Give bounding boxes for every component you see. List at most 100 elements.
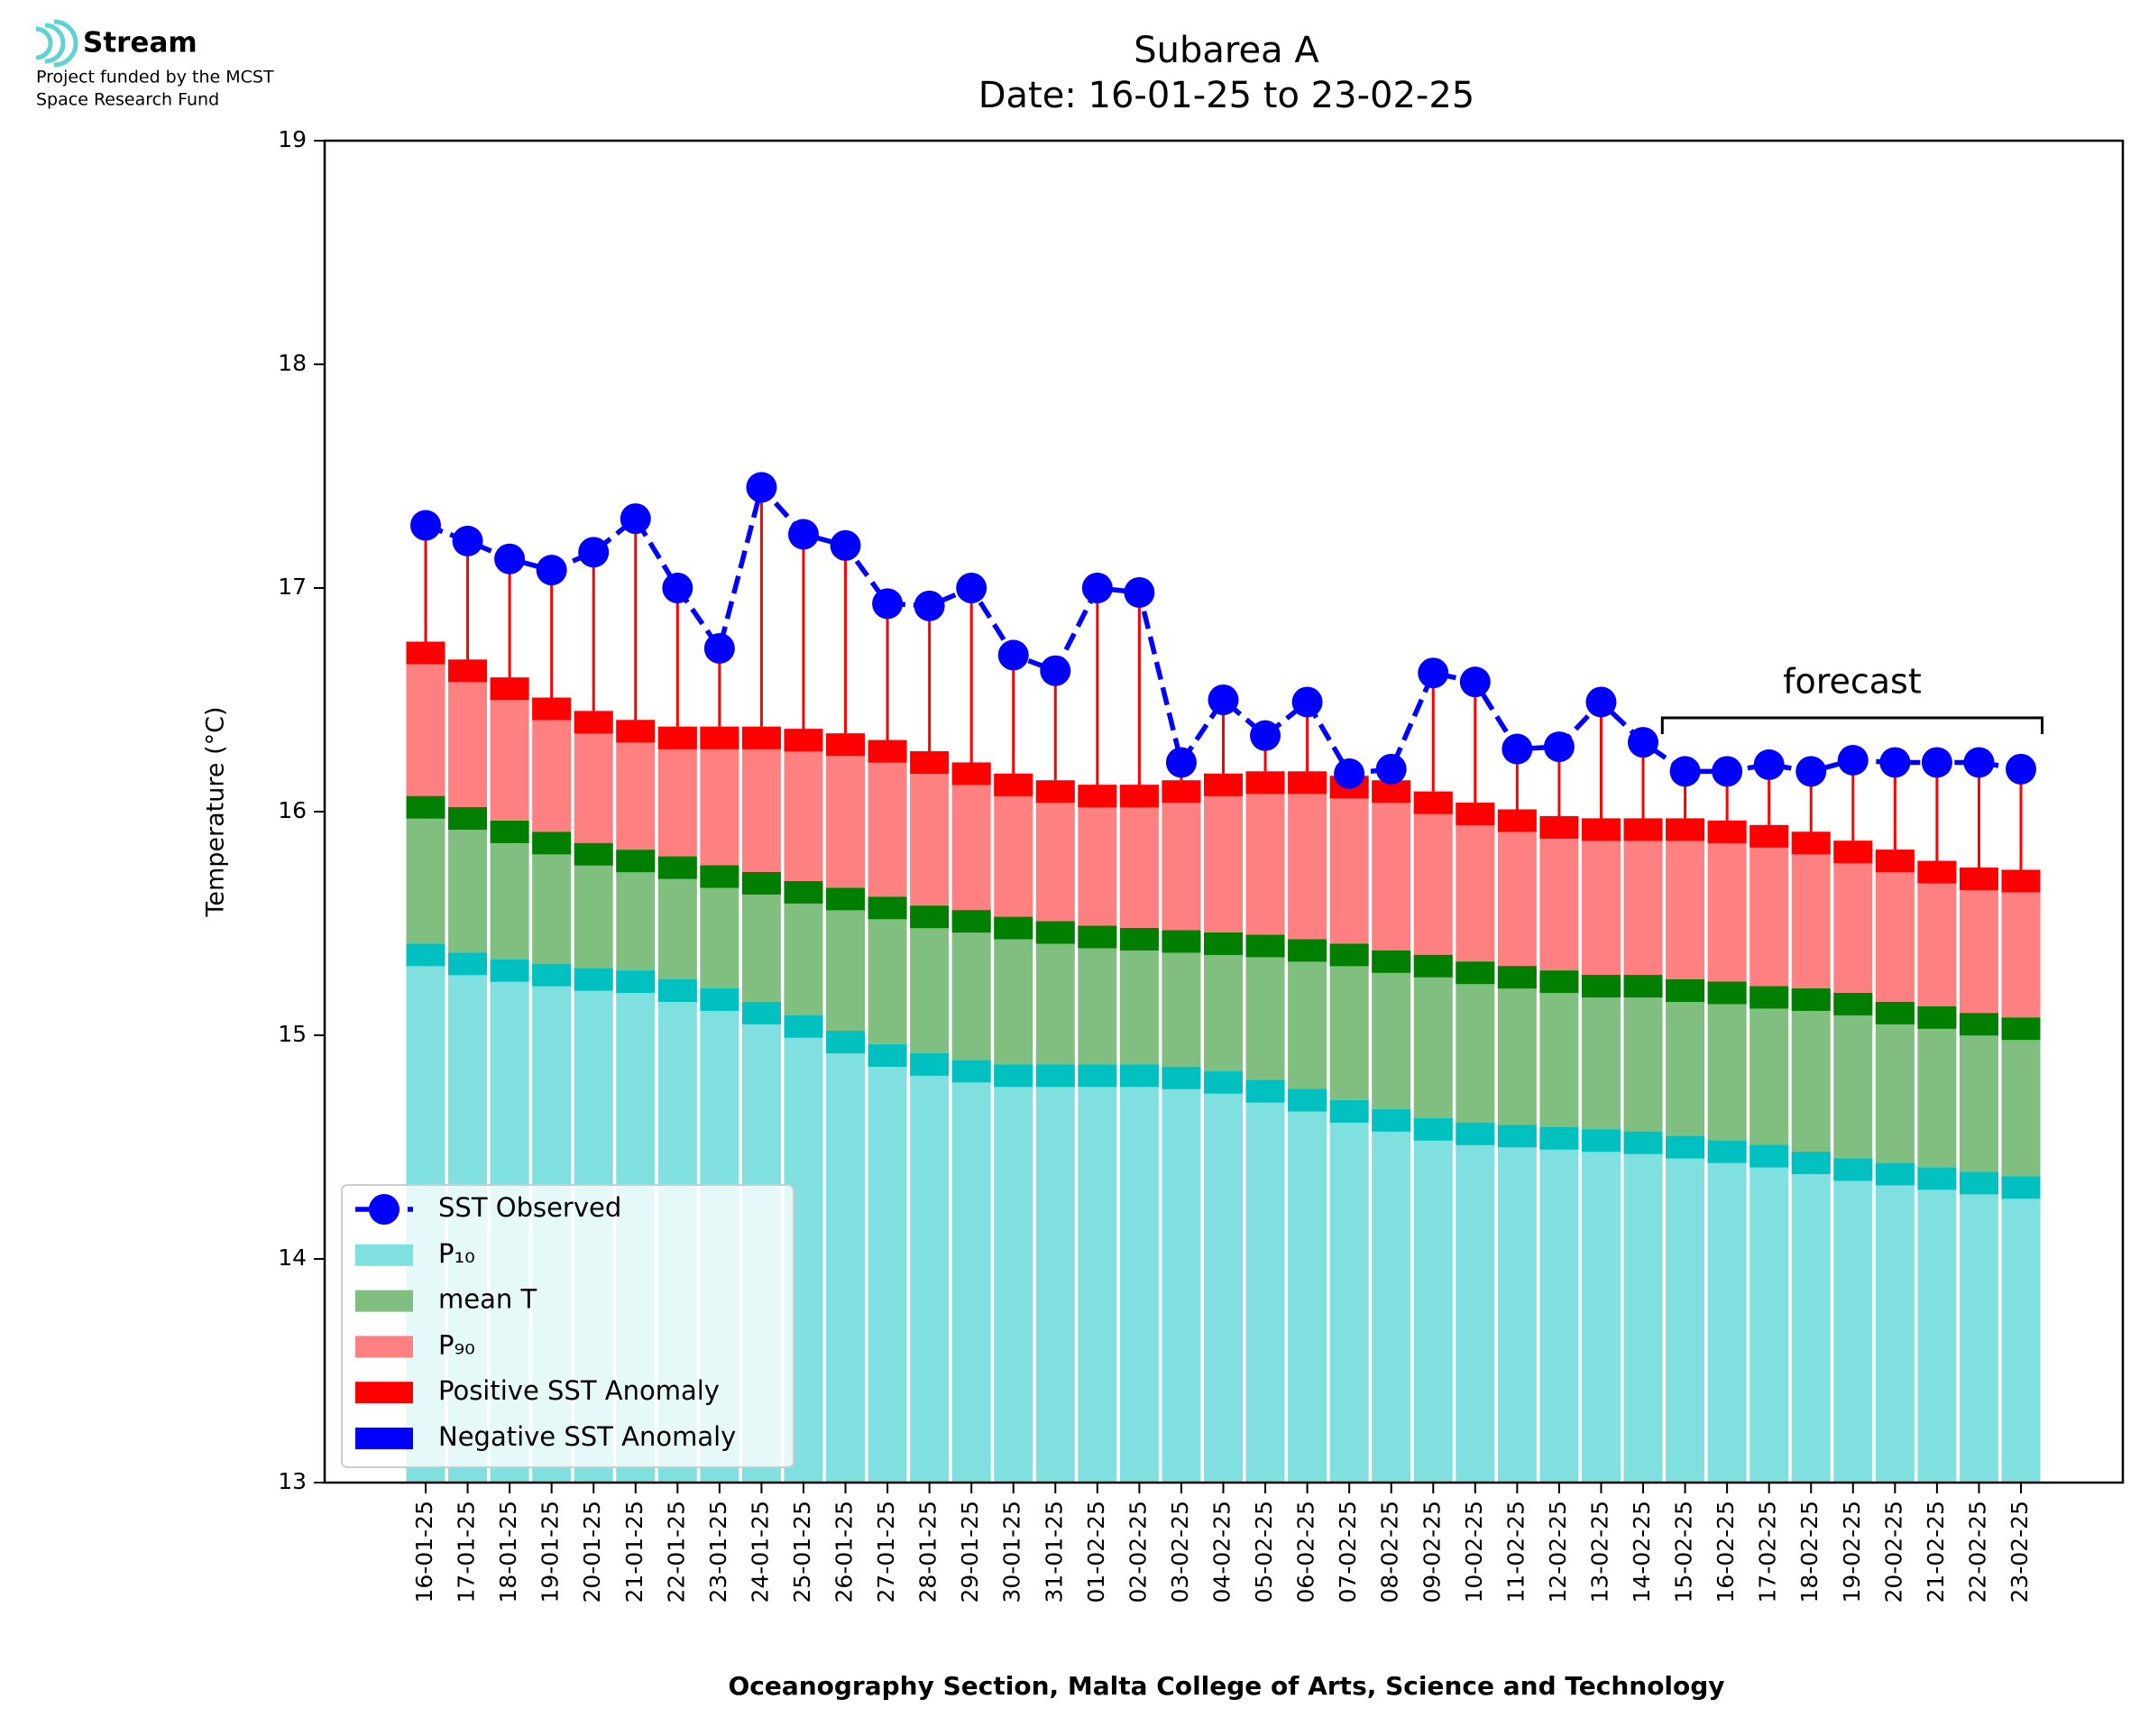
bar-segment [1035, 780, 1075, 922]
bar-cap [406, 943, 445, 967]
bar-cap [1204, 932, 1243, 955]
bar-segment [951, 762, 991, 911]
bar-segment [1917, 860, 1957, 1006]
bar-segment [1875, 1162, 1915, 1483]
bar-cap [868, 896, 907, 920]
bar-segment [1875, 850, 1915, 1002]
bar-segment [951, 1060, 991, 1483]
bar-segment [1666, 1135, 1705, 1483]
bar-segment [1204, 1070, 1243, 1483]
legend-label: SST Observed [438, 1192, 621, 1223]
legend-label: Negative SST Anomaly [438, 1421, 736, 1452]
bar-cap [1581, 975, 1621, 998]
bar-segment [1707, 820, 1747, 982]
sst-marker [578, 537, 610, 568]
legend-patch [355, 1244, 413, 1266]
bar-segment [1581, 975, 1621, 1130]
bar-cap [1581, 1129, 1621, 1153]
bar-segment [1372, 1108, 1411, 1483]
legend: SST Observed P₁₀ mean T P₉₀ Positive SST Ano… [341, 1184, 794, 1468]
bar-segment [1288, 939, 1327, 1089]
legend-marker [369, 1194, 399, 1225]
bar-cap [532, 697, 572, 721]
bar-cap [1078, 925, 1117, 949]
x-tick-label: 29-01-25 [957, 1501, 983, 1603]
sst-marker [997, 639, 1029, 671]
bar-cap [448, 659, 488, 683]
bar-cap [657, 856, 697, 879]
legend-label: P₉₀ [438, 1329, 475, 1360]
bar-cap [406, 641, 445, 665]
bar-segment [1707, 1140, 1747, 1483]
bar-cap [1666, 1135, 1705, 1159]
sst-marker [1669, 756, 1701, 787]
x-tick-label: 16-01-25 [411, 1501, 437, 1603]
bar-segment [1329, 943, 1369, 1100]
bar-cap [490, 959, 529, 982]
x-tick-label: 30-01-25 [999, 1501, 1025, 1603]
bar-segment [910, 1052, 950, 1483]
bar-cap [784, 1015, 823, 1038]
bar-cap [1539, 815, 1579, 839]
bar-cap [616, 720, 656, 743]
bar-cap [616, 850, 656, 873]
bar-segment [868, 739, 907, 897]
y-tick-label: 17 [278, 574, 307, 600]
bar-cap [657, 979, 697, 1002]
bar-segment [826, 733, 866, 888]
x-tick-label: 10-02-25 [1461, 1501, 1487, 1603]
x-tick-label: 04-02-25 [1209, 1501, 1235, 1603]
bar-segment [448, 807, 488, 953]
bar-segment [1497, 966, 1537, 1125]
bar-segment [1119, 927, 1159, 1065]
sst-marker [1585, 686, 1617, 718]
sst-marker [2006, 753, 2036, 785]
bar-cap [994, 1064, 1033, 1088]
x-tick-label: 27-01-25 [873, 1501, 899, 1603]
bar-cap [1162, 1066, 1201, 1089]
bar-cap [574, 842, 613, 866]
bar-cap [574, 968, 613, 991]
sst-marker [1502, 733, 1533, 765]
bar-segment [700, 726, 739, 866]
bar-cap [1959, 1013, 1998, 1036]
bar-cap [657, 726, 697, 749]
sst-marker [410, 510, 441, 541]
bar-segment [490, 677, 529, 821]
logo: Stream Project funded by the MCST Space … [35, 19, 274, 110]
sst-marker [1081, 573, 1113, 603]
bar-segment [406, 795, 445, 944]
x-tick-label: 22-01-25 [663, 1501, 689, 1603]
bar-cap [1833, 992, 1873, 1015]
sst-marker [1334, 758, 1365, 789]
bar-segment [1539, 1126, 1579, 1483]
sst-marker [1753, 749, 1785, 780]
sst-marker [536, 555, 567, 586]
bar-cap [2001, 869, 2041, 893]
bar-segment [1288, 1088, 1327, 1483]
sst-marker [1459, 666, 1491, 698]
bar-cap [1791, 1151, 1831, 1174]
x-tick-label: 02-02-25 [1125, 1501, 1151, 1603]
bar-segment [1666, 818, 1705, 979]
bar-cap [1329, 1099, 1369, 1123]
logo-line: Project funded by the MCST [36, 68, 274, 87]
sst-marker [872, 588, 904, 620]
bar-cap [910, 751, 950, 775]
sst-marker [1208, 684, 1239, 715]
x-tick-label: 19-02-25 [1839, 1501, 1865, 1603]
x-axis-label: Oceanography Section, Malta College of A… [728, 1671, 1724, 1701]
forecast-bracket [1660, 716, 2043, 734]
logo-name: Stream [83, 27, 197, 60]
bar-segment [1750, 1144, 1789, 1483]
sst-marker [787, 519, 819, 550]
x-tick-label: 09-02-25 [1419, 1501, 1445, 1603]
bar-segment [741, 726, 781, 872]
bar-cap [1245, 771, 1285, 795]
bar-segment [1329, 776, 1369, 944]
x-tick-label: 11-02-25 [1502, 1501, 1529, 1603]
bar-segment [1791, 1151, 1831, 1483]
bar-segment [1750, 986, 1789, 1145]
bar-segment [1119, 1064, 1159, 1483]
